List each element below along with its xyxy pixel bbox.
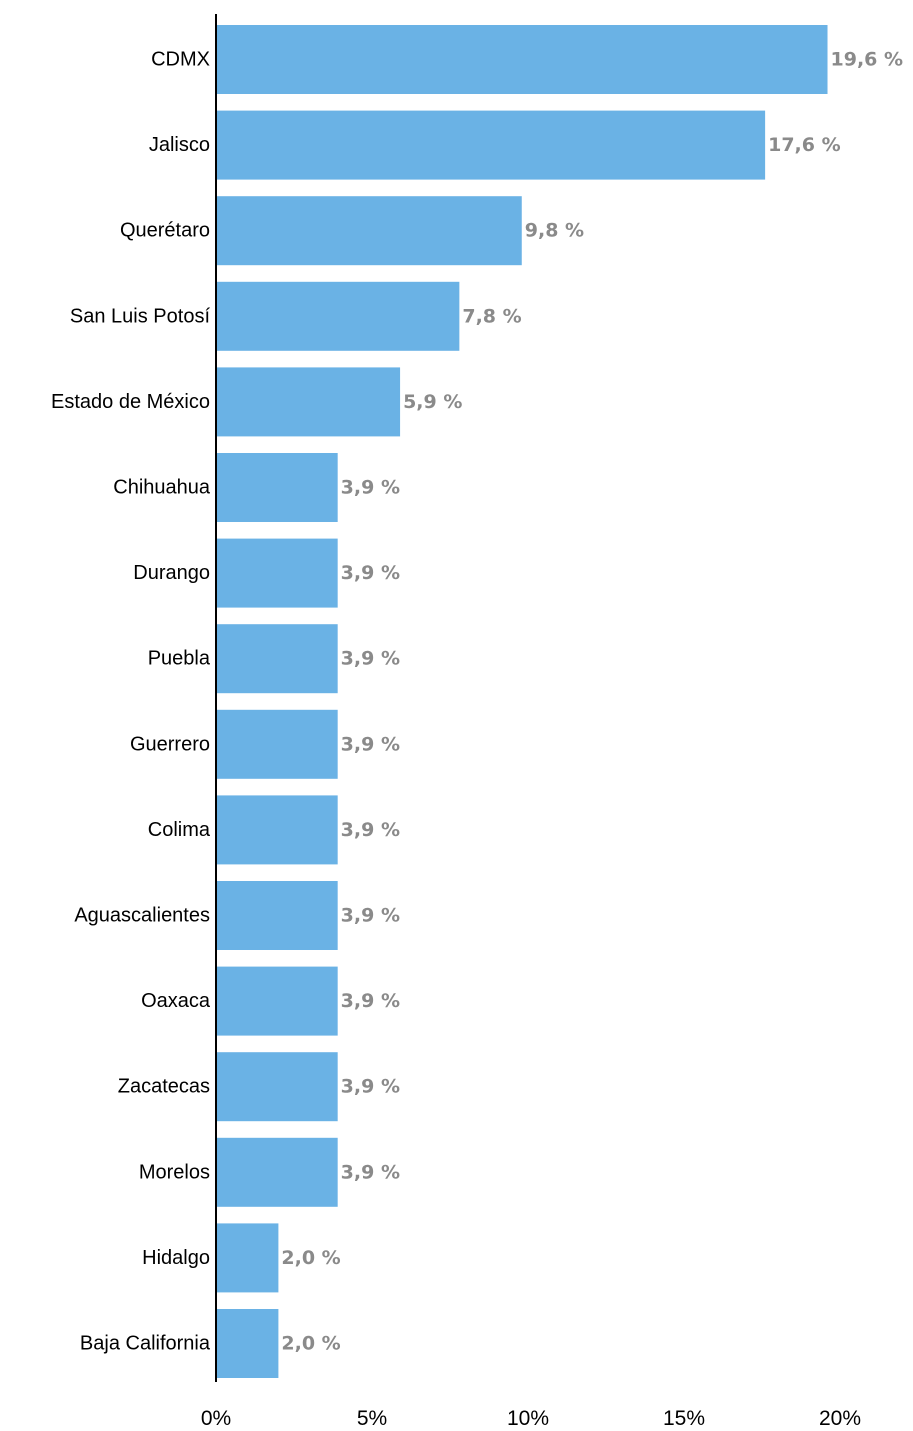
value-label-cdmx: 19,6 % <box>831 49 904 71</box>
value-label-guerrero: 3,9 % <box>341 733 400 755</box>
value-label-aguascalientes: 3,9 % <box>341 905 400 927</box>
value-label-durango: 3,9 % <box>341 562 400 584</box>
bar-estado-de-mexico <box>216 367 401 437</box>
category-label-jalisco: Jalisco <box>149 134 210 156</box>
category-label-zacatecas: Zacatecas <box>118 1076 210 1098</box>
category-label-morelos: Morelos <box>139 1161 210 1183</box>
value-label-baja-california: 2,0 % <box>281 1333 340 1355</box>
category-label-chihuahua: Chihuahua <box>113 477 211 499</box>
x-tick-label: 15% <box>663 1407 705 1430</box>
x-axis-ticks: 0% 5% 10% 15% 20% <box>201 1407 861 1430</box>
value-label-chihuahua: 3,9 % <box>341 477 400 499</box>
category-label-guerrero: Guerrero <box>130 733 210 755</box>
value-label-puebla: 3,9 % <box>341 648 400 670</box>
value-label-jalisco: 17,6 % <box>768 134 841 156</box>
bar-hidalgo <box>216 1223 279 1293</box>
bar-puebla <box>216 624 338 694</box>
value-label-estado-de-mexico: 5,9 % <box>403 391 462 413</box>
bar-durango <box>216 538 338 608</box>
bar-chihuahua <box>216 453 338 522</box>
category-label-hidalgo: Hidalgo <box>142 1247 210 1269</box>
category-label-puebla: Puebla <box>148 648 211 670</box>
x-tick-label: 10% <box>507 1407 549 1430</box>
bar-san-luis-potosi <box>216 281 460 351</box>
value-label-colima: 3,9 % <box>341 819 400 841</box>
x-tick-label: 5% <box>357 1407 387 1430</box>
bar-cdmx <box>216 25 828 94</box>
value-labels: 19,6 % 17,6 % 9,8 % 7,8 % 5,9 % 3,9 % 3,9 % 3,9… <box>281 49 903 1355</box>
value-label-zacatecas: 3,9 % <box>341 1076 400 1098</box>
x-tick-label: 0% <box>201 1407 231 1430</box>
category-label-aguascalientes: Aguascalientes <box>74 905 210 927</box>
bar-guerrero <box>216 709 338 779</box>
bar-zacatecas <box>216 1052 338 1122</box>
category-label-colima: Colima <box>148 819 211 841</box>
category-label-cdmx: CDMX <box>151 49 210 71</box>
bar-queretaro <box>216 196 522 266</box>
x-tick-label: 20% <box>819 1407 861 1430</box>
value-label-oaxaca: 3,9 % <box>341 990 400 1012</box>
bar-colima <box>216 795 338 865</box>
category-labels: CDMX Jalisco Querétaro San Luis Potosí Estad… <box>51 49 211 1355</box>
bar-oaxaca <box>216 966 338 1036</box>
value-label-morelos: 3,9 % <box>341 1161 400 1183</box>
bars-layer <box>216 25 828 1378</box>
bar-jalisco <box>216 110 766 180</box>
value-label-san-luis-potosi: 7,8 % <box>462 305 521 327</box>
value-label-queretaro: 9,8 % <box>525 220 584 242</box>
category-label-durango: Durango <box>133 562 210 584</box>
category-label-estado-de-mexico: Estado de México <box>51 391 210 413</box>
bar-baja-california <box>216 1309 279 1378</box>
bar-aguascalientes <box>216 881 338 950</box>
category-label-queretaro: Querétaro <box>120 220 210 242</box>
category-label-oaxaca: Oaxaca <box>141 990 211 1012</box>
bar-morelos <box>216 1137 338 1207</box>
category-label-san-luis-potosi: San Luis Potosí <box>70 305 211 327</box>
category-label-baja-california: Baja California <box>80 1333 211 1355</box>
value-label-hidalgo: 2,0 % <box>281 1247 340 1269</box>
